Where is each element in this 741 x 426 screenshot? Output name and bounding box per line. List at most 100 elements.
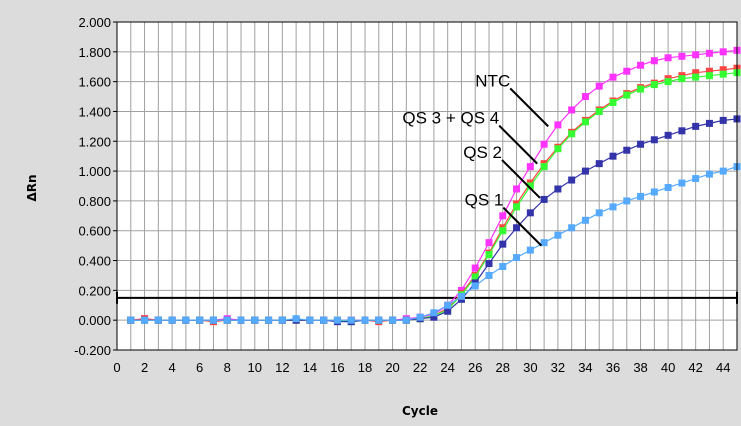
data-point xyxy=(637,140,645,148)
x-tick-label: 44 xyxy=(716,360,730,375)
data-point xyxy=(692,69,700,77)
x-tick-label: 10 xyxy=(248,360,262,375)
data-point xyxy=(623,91,631,99)
x-axis-title: Cycle xyxy=(402,404,438,418)
data-point xyxy=(361,316,369,324)
data-point xyxy=(223,316,231,324)
data-point xyxy=(609,203,617,211)
y-tick-label: 0.800 xyxy=(78,194,111,209)
annotation-label: QS 1 xyxy=(465,191,504,210)
x-tick-label: 8 xyxy=(224,360,231,375)
x-tick-label: 12 xyxy=(275,360,289,375)
data-point xyxy=(581,167,589,175)
x-tick-label: 24 xyxy=(440,360,454,375)
data-point xyxy=(609,99,617,107)
data-point xyxy=(526,246,534,254)
y-tick-label: 1.400 xyxy=(78,104,111,119)
data-point xyxy=(526,163,534,171)
data-point xyxy=(664,54,672,62)
data-point xyxy=(554,145,562,153)
annotation-label: QS 2 xyxy=(463,143,502,162)
data-point xyxy=(705,49,713,57)
data-point xyxy=(485,239,493,247)
y-tick-label: 0.200 xyxy=(78,283,111,298)
data-point xyxy=(678,52,686,60)
data-point xyxy=(540,163,548,171)
data-point xyxy=(637,61,645,69)
data-point xyxy=(692,73,700,81)
data-point xyxy=(278,316,286,324)
data-point xyxy=(485,271,493,279)
data-point xyxy=(485,260,493,268)
data-point xyxy=(568,130,576,138)
data-point xyxy=(168,316,176,324)
data-point xyxy=(664,183,672,191)
y-tick-labels: -0.200 0.000 0.200 0.400 0.600 0.800 1.000 1.20… xyxy=(74,15,117,358)
y-tick-label: 0.000 xyxy=(78,313,111,328)
y-tick-label: 1.000 xyxy=(78,164,111,179)
x-tick-label: 40 xyxy=(661,360,675,375)
data-point xyxy=(485,251,493,259)
data-point xyxy=(375,316,383,324)
data-point xyxy=(540,195,548,203)
data-point xyxy=(650,136,658,144)
y-tick-label: 2.000 xyxy=(78,15,111,30)
data-point xyxy=(540,239,548,247)
data-point xyxy=(623,197,631,205)
x-tick-labels: 0 2 4 6 8 10 12 14 16 18 20 22 24 26 28 30 32 34 36 38 40 42 4… xyxy=(113,360,730,375)
data-point xyxy=(292,315,300,323)
data-point xyxy=(650,81,658,89)
x-tick-label: 32 xyxy=(551,360,565,375)
annotation-label: QS 3 + QS 4 xyxy=(402,109,499,128)
data-point xyxy=(513,254,521,262)
data-point xyxy=(595,209,603,217)
x-tick-label: 28 xyxy=(496,360,510,375)
data-point xyxy=(595,160,603,168)
data-point xyxy=(719,66,727,74)
data-point xyxy=(471,264,479,272)
plot-area xyxy=(117,22,737,350)
data-point xyxy=(333,316,341,324)
data-point xyxy=(513,224,521,232)
data-point xyxy=(499,263,507,271)
data-point xyxy=(595,82,603,90)
data-point xyxy=(471,282,479,290)
data-point xyxy=(650,57,658,65)
data-point xyxy=(705,119,713,127)
data-point xyxy=(678,179,686,187)
data-point xyxy=(568,176,576,184)
data-point xyxy=(581,216,589,224)
data-point xyxy=(719,48,727,56)
data-point xyxy=(719,167,727,175)
data-point xyxy=(581,93,589,101)
data-point xyxy=(637,85,645,93)
y-tick-label: 1.800 xyxy=(78,45,111,60)
annotation-layer: NTC QS 3 + QS 4 QS 2 QS 1 xyxy=(402,71,549,247)
data-point xyxy=(209,316,217,324)
data-point xyxy=(251,316,259,324)
data-point xyxy=(609,73,617,81)
data-point xyxy=(554,185,562,193)
y-tick-label: 1.200 xyxy=(78,134,111,149)
y-tick-label: 0.600 xyxy=(78,224,111,239)
data-point xyxy=(540,140,548,148)
data-point xyxy=(471,273,479,281)
data-point xyxy=(664,131,672,139)
data-point xyxy=(705,170,713,178)
data-point xyxy=(499,212,507,220)
x-tick-label: 2 xyxy=(141,360,148,375)
data-point xyxy=(430,313,438,321)
x-tick-label: 30 xyxy=(523,360,537,375)
x-tick-label: 20 xyxy=(385,360,399,375)
data-point xyxy=(719,70,727,78)
plot-border xyxy=(116,21,738,351)
annotation-arrow xyxy=(498,124,538,165)
annotation-arrow xyxy=(509,87,549,128)
data-point xyxy=(513,203,521,211)
x-tick-label: 36 xyxy=(606,360,620,375)
data-point xyxy=(609,152,617,160)
data-point xyxy=(568,224,576,232)
data-point xyxy=(692,175,700,183)
x-tick-label: 0 xyxy=(113,360,120,375)
